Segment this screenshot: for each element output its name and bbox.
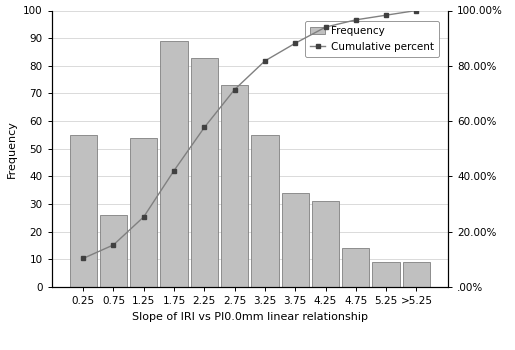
Bar bbox=[221, 85, 248, 287]
Bar bbox=[70, 135, 97, 287]
Bar bbox=[282, 193, 309, 287]
Bar bbox=[191, 57, 218, 287]
Legend: Frequency, Cumulative percent: Frequency, Cumulative percent bbox=[305, 21, 439, 57]
Bar bbox=[372, 262, 400, 287]
Bar bbox=[312, 201, 339, 287]
X-axis label: Slope of IRI vs PI0.0mm linear relationship: Slope of IRI vs PI0.0mm linear relations… bbox=[132, 312, 368, 322]
Bar bbox=[160, 41, 187, 287]
Bar bbox=[403, 262, 430, 287]
Bar bbox=[342, 248, 369, 287]
Bar bbox=[130, 138, 158, 287]
Y-axis label: Frequency: Frequency bbox=[7, 120, 18, 178]
Bar bbox=[251, 135, 279, 287]
Bar bbox=[100, 215, 127, 287]
